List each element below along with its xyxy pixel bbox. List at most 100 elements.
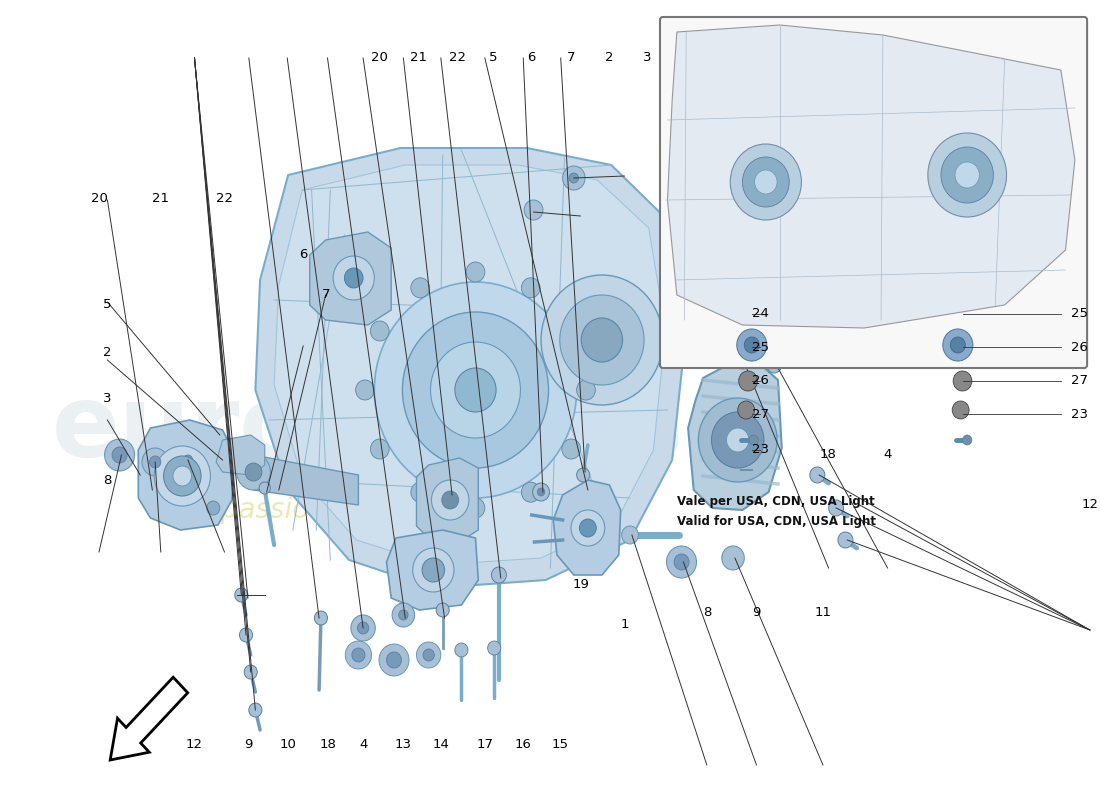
Circle shape [737,349,748,361]
Circle shape [737,329,767,361]
Circle shape [455,368,496,412]
Circle shape [371,439,389,459]
Circle shape [749,435,758,445]
Circle shape [351,615,375,641]
Circle shape [928,133,1006,217]
Circle shape [455,643,468,657]
FancyBboxPatch shape [660,17,1087,368]
Text: 18: 18 [820,448,837,461]
Text: 22: 22 [217,192,233,205]
Circle shape [742,157,789,207]
Circle shape [569,173,579,183]
Circle shape [442,491,459,509]
Circle shape [112,447,128,463]
Circle shape [430,342,520,438]
Circle shape [411,482,430,502]
Circle shape [333,256,374,300]
Text: 20: 20 [371,51,387,64]
Polygon shape [689,362,782,510]
Polygon shape [253,455,359,505]
Circle shape [621,526,638,544]
Circle shape [739,371,758,391]
Text: 24: 24 [752,307,769,320]
Circle shape [345,641,372,669]
Circle shape [104,439,134,471]
Text: 4: 4 [360,738,367,750]
Circle shape [411,278,430,298]
Circle shape [492,567,506,583]
Polygon shape [139,420,234,530]
Circle shape [371,321,389,341]
Circle shape [581,318,623,362]
Circle shape [207,501,220,515]
Circle shape [315,611,328,625]
Circle shape [344,268,363,288]
Polygon shape [255,148,686,588]
Text: 4: 4 [883,448,891,461]
Text: 2: 2 [103,346,111,358]
Circle shape [838,532,853,548]
Polygon shape [216,435,265,475]
Text: a passion for parts since 1985: a passion for parts since 1985 [196,496,615,524]
Circle shape [398,610,408,620]
Circle shape [466,498,485,518]
Circle shape [466,262,485,282]
Text: 6: 6 [299,248,307,261]
Text: 5: 5 [490,51,498,64]
Text: 7: 7 [321,288,330,301]
Circle shape [260,482,271,494]
Text: 25: 25 [1071,307,1088,320]
Circle shape [236,454,271,490]
Text: Valid for USA, CDN, USA Light: Valid for USA, CDN, USA Light [676,515,876,528]
Text: 7: 7 [566,51,575,64]
Circle shape [810,467,825,483]
Circle shape [244,665,257,679]
Text: 2: 2 [605,51,613,64]
Circle shape [412,548,454,592]
Text: 3: 3 [642,51,651,64]
Circle shape [562,166,585,190]
Text: 17: 17 [476,738,494,750]
Circle shape [240,628,253,642]
Circle shape [580,519,596,537]
Text: 12: 12 [185,738,202,750]
Circle shape [722,546,745,570]
Text: 11: 11 [815,606,832,618]
Circle shape [738,401,755,419]
Circle shape [576,380,595,400]
Text: eurospares: eurospares [52,382,684,478]
Circle shape [767,357,782,373]
Text: 9: 9 [752,606,760,618]
Circle shape [249,703,262,717]
Circle shape [940,147,993,203]
Circle shape [164,456,201,496]
Text: 23: 23 [752,443,769,456]
Polygon shape [553,480,620,575]
Circle shape [352,648,365,662]
Circle shape [525,200,543,220]
Text: 3: 3 [103,392,111,405]
Circle shape [541,275,663,405]
Circle shape [729,341,756,369]
Text: 9: 9 [244,738,253,750]
Circle shape [177,449,198,471]
Text: 16: 16 [515,738,532,750]
Text: 21: 21 [410,51,427,64]
Text: 26: 26 [1071,341,1088,354]
Circle shape [142,448,168,476]
Circle shape [532,483,550,501]
Text: 26: 26 [752,374,769,387]
Circle shape [667,546,696,578]
Polygon shape [386,530,478,610]
Text: 13: 13 [395,738,411,750]
Circle shape [521,278,540,298]
Text: 6: 6 [528,51,536,64]
Circle shape [173,466,191,486]
Circle shape [403,312,549,468]
Circle shape [424,649,434,661]
Text: 15: 15 [552,738,569,750]
Text: 20: 20 [90,192,108,205]
Circle shape [521,482,540,502]
Circle shape [355,380,374,400]
Circle shape [955,162,979,188]
